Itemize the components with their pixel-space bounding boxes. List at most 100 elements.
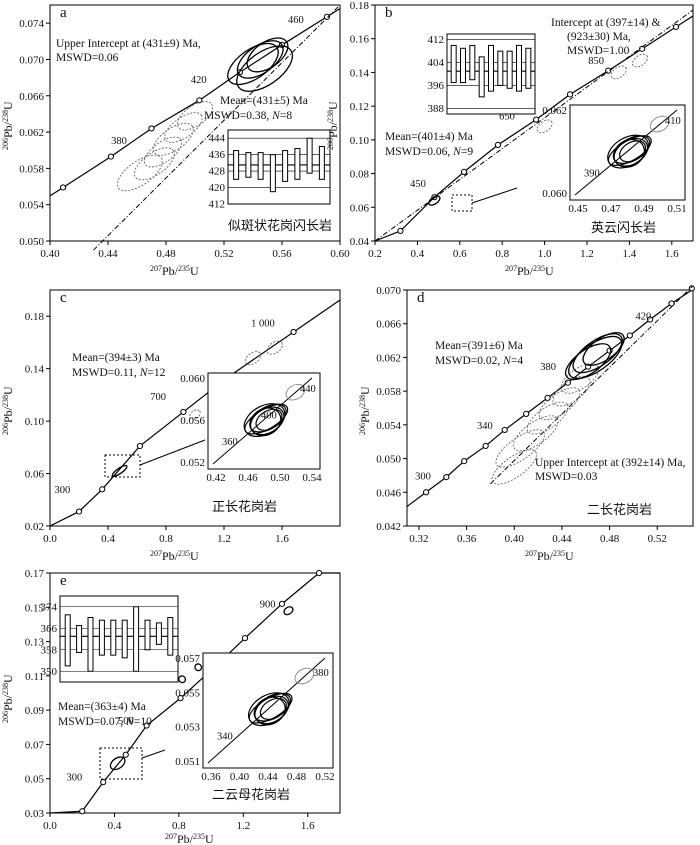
rock-name: 二长花岗岩 bbox=[587, 502, 652, 518]
x-tick-label: 1.4 bbox=[623, 248, 637, 260]
zoom-x-tick-label: 0.36 bbox=[201, 771, 221, 783]
inset-age-bar bbox=[497, 50, 504, 86]
mean-line2: MSWD=0.38, N=8 bbox=[204, 110, 292, 122]
zoom-y-tick-label: 0.057 bbox=[175, 653, 200, 665]
y-tick-label: 0.17 bbox=[25, 568, 45, 580]
concordia-age-label: 380 bbox=[540, 362, 556, 373]
zoom-y-tick-label: 0.052 bbox=[180, 457, 205, 469]
inset-age-bar bbox=[525, 47, 532, 89]
zoom-ellipse bbox=[249, 407, 282, 437]
y-tick-label: 0.10 bbox=[350, 135, 370, 147]
x-axis-label: 207Pb/235U bbox=[525, 549, 574, 564]
x-tick-label: 1.6 bbox=[275, 533, 289, 545]
inset-age-bar bbox=[233, 150, 240, 180]
concordia-age-marker bbox=[180, 408, 187, 416]
inset-age-bar bbox=[110, 619, 117, 656]
y-tick-label: 0.054 bbox=[376, 420, 401, 432]
y-tick-label: 0.046 bbox=[376, 487, 401, 499]
x-tick-label: 0.2 bbox=[368, 248, 382, 260]
y-tick-label: 0.066 bbox=[376, 319, 401, 331]
zoom-y-tick-label: 0.051 bbox=[175, 756, 200, 768]
x-tick-label: 0.52 bbox=[648, 533, 667, 545]
concordia-age-marker bbox=[177, 695, 184, 702]
inset-age-bar bbox=[87, 617, 94, 672]
chart-b: 450 650 850 b Intercept at (397±14) & (923… bbox=[326, 0, 694, 279]
inset-y-tick-label: 436 bbox=[209, 149, 226, 161]
x-axis-label: 207Pb/235U bbox=[505, 264, 554, 279]
zoom-x-tick-label: 0.50 bbox=[270, 472, 290, 484]
mean-age-inset: 412 420 428 436 444 bbox=[209, 129, 331, 211]
concordia-age-marker bbox=[461, 458, 468, 465]
concordia-age-marker bbox=[501, 426, 508, 434]
concordia-age-label: 380 bbox=[111, 136, 127, 147]
mean-line1: Mean=(401±4) Ma bbox=[385, 131, 473, 143]
concordia-age-marker bbox=[241, 635, 249, 642]
plot-frame bbox=[406, 289, 694, 527]
x-tick-label: 1.6 bbox=[301, 820, 315, 832]
zoom-age-label: 410 bbox=[665, 116, 681, 127]
upper-intercept-line1: Upper Intercept at (392±14) Ma, bbox=[535, 457, 685, 469]
y-tick-label: 0.05 bbox=[25, 774, 45, 786]
zoom-concordia bbox=[212, 377, 313, 465]
x-tick-label: 0.48 bbox=[156, 248, 176, 260]
zoom-x-tick-label: 0.46 bbox=[238, 472, 258, 484]
panel-letter: d bbox=[417, 290, 425, 306]
inset-y-tick-label: 350 bbox=[41, 666, 58, 678]
chart-a: 380 420 460 a Upper Intercept at (431±9) M… bbox=[1, 4, 350, 278]
concordia-curve bbox=[406, 289, 693, 508]
y-tick-label: 0.15 bbox=[25, 602, 45, 614]
error-ellipse bbox=[246, 37, 289, 73]
error-ellipse bbox=[111, 464, 128, 478]
error-ellipse bbox=[428, 195, 441, 206]
y-tick-label: 0.09 bbox=[25, 705, 45, 717]
inset-age-bar bbox=[469, 44, 476, 81]
mean-line1: Mean=(394±3) Ma bbox=[72, 352, 160, 364]
error-ellipse bbox=[526, 401, 569, 435]
concordia-age-marker bbox=[75, 508, 83, 515]
inset-age-bar bbox=[245, 152, 252, 178]
concordia-age-marker bbox=[639, 45, 646, 52]
concordia-age-marker bbox=[494, 141, 502, 149]
x-tick-label: 1.2 bbox=[217, 533, 231, 545]
zoom-x-tick-label: 0.47 bbox=[601, 203, 621, 215]
zoom-age-label: 390 bbox=[584, 168, 600, 179]
error-ellipse bbox=[236, 45, 294, 92]
concordia-age-marker bbox=[315, 569, 323, 577]
concordia-age-label: 1 000 bbox=[251, 319, 275, 330]
inset-y-tick-label: 404 bbox=[428, 57, 445, 69]
error-ellipse bbox=[512, 415, 559, 452]
concordia-age-label: 450 bbox=[410, 179, 426, 190]
concordia-age-marker bbox=[605, 67, 612, 74]
x-tick-label: 1.2 bbox=[236, 820, 250, 832]
upper-intercept-line2: MSWD=0.06 bbox=[56, 52, 119, 64]
inset-age-bar bbox=[144, 619, 151, 651]
error-ellipse bbox=[632, 53, 648, 68]
y-axis-label: 206Pb/238U bbox=[1, 386, 16, 435]
mean-line1: Mean=(363±4) Ma bbox=[58, 701, 146, 713]
concordia-age-label: 460 bbox=[288, 15, 304, 26]
y-tick-label: 0.13 bbox=[25, 637, 45, 649]
y-tick-label: 0.070 bbox=[19, 54, 44, 66]
plot-frame bbox=[374, 4, 694, 242]
inset-age-bar bbox=[488, 44, 494, 92]
error-ellipse bbox=[227, 42, 279, 86]
zoom-x-tick-label: 0.45 bbox=[568, 203, 588, 215]
mean-line1: Mean=(431±5) Ma bbox=[220, 95, 308, 107]
error-ellipse bbox=[117, 154, 163, 192]
chart-d: 300 340 380 420 d Mean=(391±6) Ma MSWD=0.02… bbox=[358, 285, 695, 564]
concordia-age-label: 420 bbox=[636, 312, 652, 323]
mean-age-inset: 388 396 404 412 bbox=[428, 33, 536, 115]
zoom-age-label: 400 bbox=[261, 411, 277, 422]
x-tick-label: 0.60 bbox=[330, 248, 350, 260]
y-tick-label: 0.058 bbox=[376, 386, 401, 398]
intercept-line1: Intercept at (397±14) & bbox=[551, 17, 661, 29]
concordia-age-marker bbox=[544, 394, 551, 401]
rock-name: 似斑状花岗闪长岩 bbox=[228, 218, 332, 234]
zoom-ellipse bbox=[618, 140, 647, 163]
zoom-ellipse bbox=[244, 403, 289, 435]
concordia-age-marker bbox=[566, 91, 574, 98]
inset-y-tick-label: 420 bbox=[209, 182, 226, 194]
chart-c: 300 700 1 000 c Mean=(394±3) Ma MSWD=0.11,… bbox=[1, 289, 341, 563]
inset-age-bar bbox=[306, 137, 313, 174]
upper-intercept-line1: Upper Intercept at (431±9) Ma, bbox=[56, 38, 201, 50]
